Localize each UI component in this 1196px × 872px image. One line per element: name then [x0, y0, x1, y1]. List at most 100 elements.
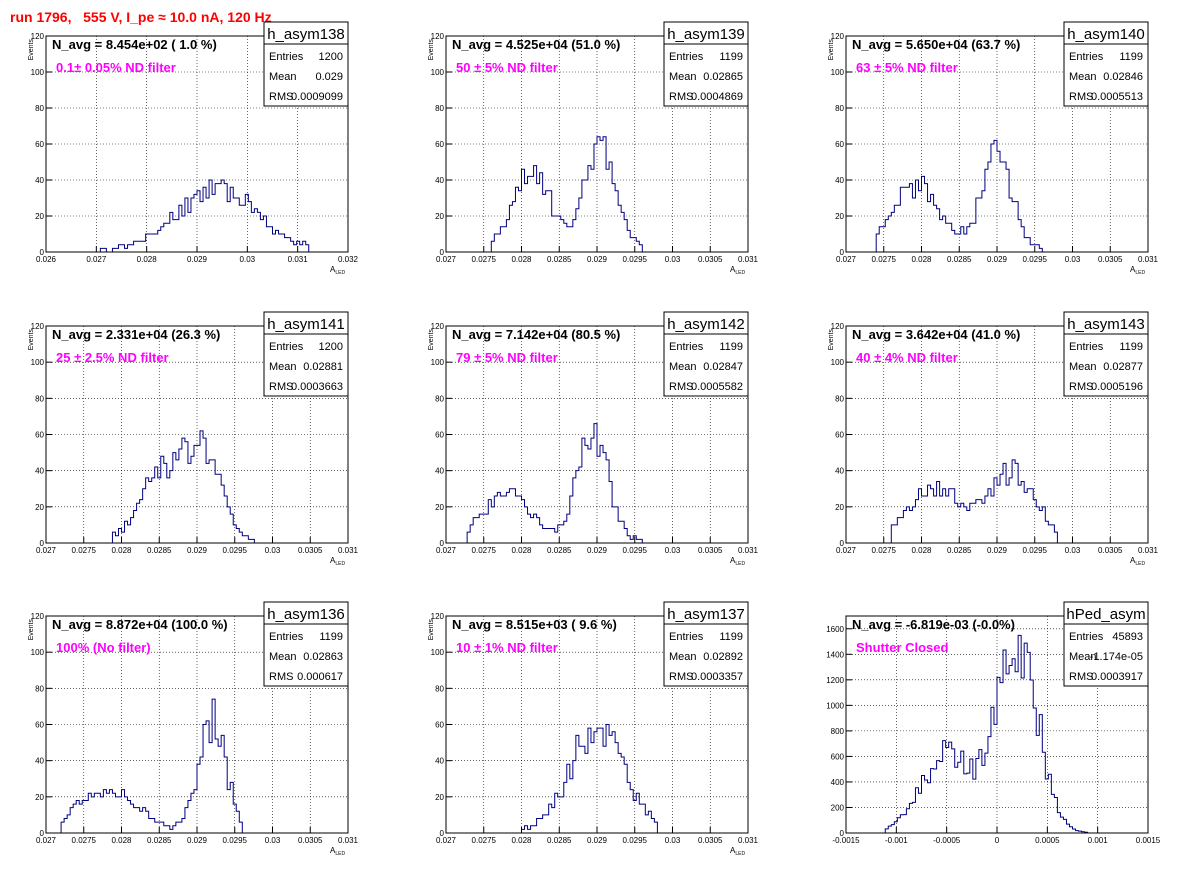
y-tick-label: 120 [31, 612, 45, 621]
histogram-bars [846, 139, 1148, 253]
y-tick-label: 80 [435, 394, 444, 403]
histogram-panel-h_asym139: 0.027 0.0275 0.028 0.0285 0.029 0.0295 0.03 0.0… [428, 21, 759, 276]
y-tick-label: 40 [35, 757, 44, 766]
x-tick-label: 0.027 [436, 836, 457, 845]
histogram-panel-h_asym136: 0.027 0.0275 0.028 0.0285 0.029 0.0295 0.03 0.0… [28, 601, 359, 857]
y-tick-label: 100 [831, 358, 845, 367]
y-tick-label: 100 [31, 648, 45, 657]
x-tick-label: 0.028 [911, 546, 932, 555]
x-tick-label: 0.0005 [1035, 836, 1060, 845]
stats-label: Entries [669, 341, 704, 353]
stats-box [663, 43, 749, 107]
x-tick-label: 0.0305 [698, 546, 723, 555]
y-tick-label: 100 [31, 68, 45, 77]
y-tick-label: 40 [835, 176, 844, 185]
stats-label: RMS [1069, 671, 1093, 683]
stats-value: 0.02863 [303, 651, 343, 663]
x-tick-label: -0.001 [885, 836, 908, 845]
y-tick-label: 20 [35, 503, 44, 512]
stats-value: 0.0009099 [291, 91, 343, 103]
histogram-bars [46, 430, 348, 544]
stats-label: Entries [269, 341, 304, 353]
x-tick-label: 0.0305 [698, 836, 723, 845]
stats-box [263, 333, 349, 397]
x-tick-label: 0.03 [665, 836, 681, 845]
x-tick-label: 0.0285 [547, 836, 572, 845]
stats-value: 0.0004869 [691, 91, 743, 103]
y-tick-label: 60 [35, 431, 44, 440]
x-tick-label: 0.0285 [547, 546, 572, 555]
stats-box-title: h_asym139 [667, 26, 745, 43]
x-axis-title: ALED [730, 556, 745, 567]
n-avg-label: N_avg = 8.515e+03 ( 9.6 %) [452, 617, 617, 632]
stats-label: Entries [669, 51, 704, 63]
histogram-panel-h_asym140: 0.027 0.0275 0.028 0.0285 0.029 0.0295 0.03 0.0… [828, 21, 1159, 276]
n-avg-label: N_avg = 4.525e+04 (51.0 %) [452, 37, 620, 52]
x-tick-label: 0.0295 [623, 546, 648, 555]
n-avg-label: N_avg = 2.331e+04 (26.3 %) [52, 327, 220, 342]
stats-label: Mean [269, 71, 297, 83]
x-tick-label: 0.0295 [623, 255, 648, 264]
y-tick-label: 120 [831, 322, 845, 331]
x-tick-label: -0.0015 [832, 836, 860, 845]
x-tick-label: 0.03 [1065, 546, 1081, 555]
x-tick-label: 0.0275 [72, 836, 97, 845]
x-tick-label: 0.027 [36, 836, 57, 845]
stats-box [1063, 623, 1149, 687]
y-tick-label: 400 [831, 778, 845, 787]
x-tick-label: 0.0285 [547, 255, 572, 264]
x-tick-label: 0.029 [587, 546, 608, 555]
y-tick-label: 60 [435, 721, 444, 730]
x-tick-label: 0.027 [86, 255, 107, 264]
x-tick-label: 0.027 [436, 546, 457, 555]
x-tick-label: 0.031 [738, 546, 759, 555]
stats-box [663, 623, 749, 687]
stats-box [663, 333, 749, 397]
stats-label: RMS [269, 91, 293, 103]
y-axis-title: Events [28, 329, 35, 351]
x-tick-label: 0.001 [1088, 836, 1109, 845]
x-tick-label: 0.0015 [1136, 836, 1161, 845]
x-tick-label: 0.0305 [298, 836, 323, 845]
histogram-panel-h_asym141: 0.027 0.0275 0.028 0.0285 0.029 0.0295 0.03 0.0… [28, 311, 359, 567]
x-tick-label: 0.0275 [872, 255, 897, 264]
x-tick-label: 0.0305 [1098, 255, 1123, 264]
filter-label: 25 ± 2.5% ND filter [56, 350, 169, 365]
x-tick-label: 0.028 [511, 836, 532, 845]
stats-box-title: h_asym140 [1067, 26, 1145, 43]
x-tick-label: 0.027 [836, 255, 857, 264]
stats-box-title: h_asym137 [667, 606, 745, 623]
x-tick-label: 0.032 [338, 255, 359, 264]
stats-label: RMS [1069, 91, 1093, 103]
x-tick-label: 0.0275 [72, 546, 97, 555]
stats-value: 1199 [1119, 51, 1143, 63]
stats-box-title: h_asym141 [267, 316, 345, 333]
n-avg-label: N_avg = 5.650e+04 (63.7 %) [852, 37, 1020, 52]
y-tick-label: 120 [31, 322, 45, 331]
x-tick-label: 0.031 [1138, 255, 1159, 264]
y-tick-label: 40 [35, 467, 44, 476]
x-tick-label: 0.0285 [147, 546, 172, 555]
x-tick-label: 0.029 [187, 836, 208, 845]
stats-value: 45893 [1112, 631, 1143, 643]
y-tick-label: 120 [431, 612, 445, 621]
x-axis-title: ALED [330, 265, 345, 276]
y-tick-label: 60 [435, 140, 444, 149]
stats-label: Mean [669, 651, 697, 663]
y-axis-title: Events [428, 39, 435, 61]
y-tick-label: 1000 [826, 701, 844, 710]
x-tick-label: 0.028 [111, 836, 132, 845]
stats-label: RMS [669, 91, 693, 103]
x-tick-label: 0.028 [511, 546, 532, 555]
stats-value: 0.02881 [303, 361, 343, 373]
x-tick-label: 0.031 [738, 836, 759, 845]
stats-value: 0.0003663 [291, 381, 343, 393]
x-tick-label: 0.0275 [472, 255, 497, 264]
stats-value: 1199 [1119, 341, 1143, 353]
x-tick-label: 0.028 [511, 255, 532, 264]
x-tick-label: 0.028 [137, 255, 158, 264]
x-tick-label: 0.029 [987, 546, 1008, 555]
y-tick-label: 40 [835, 467, 844, 476]
stats-box [263, 623, 349, 687]
stats-label: Mean [1069, 651, 1097, 663]
